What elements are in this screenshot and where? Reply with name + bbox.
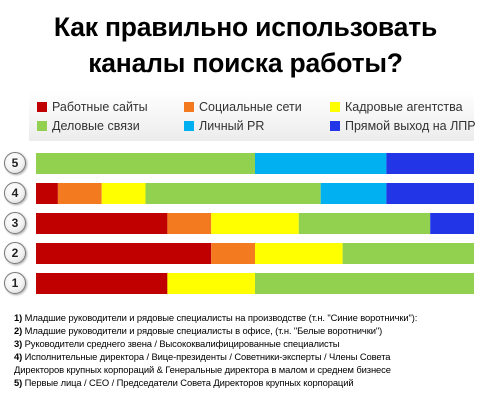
- footnote-number: 4): [14, 350, 23, 362]
- footnote-text: Младшие руководители и рядовые специалис…: [22, 324, 383, 336]
- footnote-4: 4) Исполнительные директора / Вице-прези…: [14, 351, 486, 364]
- footnote-4-continued: Директоров крупных корпораций & Генераль…: [14, 364, 486, 377]
- footnote-2: 2) Младшие руководители и рядовые специа…: [14, 325, 486, 338]
- legend-swatch: [37, 121, 47, 131]
- legend-item-business-connections: Деловые связи: [37, 118, 140, 134]
- legend-swatch: [330, 102, 340, 112]
- footnote-number: 3): [14, 337, 23, 349]
- footnote-1: 1) Младшие руководители и рядовые специа…: [14, 312, 486, 325]
- category-label-3: 3: [4, 212, 26, 234]
- legend-label: Деловые связи: [52, 119, 140, 133]
- bar-segment-5-direct-approach: [386, 153, 474, 174]
- bar-segment-2-business-connections: [342, 243, 474, 264]
- legend-label: Социальные сети: [199, 100, 302, 114]
- legend-item-personal-pr: Личный PR: [184, 118, 264, 134]
- bar-segment-3-social-networks: [167, 213, 212, 234]
- footnote-number: 2): [14, 324, 23, 336]
- bar-segment-2-job-sites: [36, 243, 212, 264]
- legend-item-recruiting-agencies: Кадровые агентства: [330, 99, 463, 115]
- bar-segment-4-business-connections: [145, 183, 321, 204]
- bar-segment-5-personal-pr: [255, 153, 387, 174]
- footnote-text: Руководители среднего звена / Высококвал…: [22, 337, 340, 349]
- footnote-text: Младшие руководители и рядовые специалис…: [22, 312, 418, 323]
- category-label-1: 1: [4, 272, 26, 294]
- bar-segment-5-business-connections: [36, 153, 255, 174]
- legend-swatch: [184, 121, 194, 131]
- legend-item-social-networks: Социальные сети: [184, 99, 302, 115]
- footnote-text: Первые лица / CEO / Председатели Совета …: [22, 376, 354, 388]
- bar-segment-4-social-networks: [57, 183, 102, 204]
- legend: Работные сайты Социальные сети Кадровые …: [29, 91, 476, 141]
- bar-segment-1-job-sites: [36, 273, 168, 294]
- bar-segment-1-business-connections: [255, 273, 474, 294]
- legend-swatch: [330, 121, 340, 131]
- bar-segment-3-business-connections: [298, 213, 431, 234]
- legend-swatch: [184, 102, 194, 112]
- footnote-text: Директоров крупных корпораций & Генераль…: [14, 363, 391, 375]
- legend-item-direct-approach: Прямой выход на ЛПР: [330, 118, 476, 134]
- legend-label: Прямой выход на ЛПР: [345, 119, 476, 133]
- bar-segment-3-direct-approach: [430, 213, 474, 234]
- bar-segment-4-recruiting-agencies: [101, 183, 146, 204]
- category-label-4: 4: [4, 182, 26, 204]
- category-label-2: 2: [4, 242, 26, 264]
- footnote-number: 1): [14, 312, 23, 323]
- bar-segment-4-personal-pr: [320, 183, 387, 204]
- bar-segment-1-recruiting-agencies: [167, 273, 255, 294]
- chart-title-line-2: каналы поиска работы?: [88, 48, 403, 78]
- footnotes: 1) Младшие руководители и рядовые специа…: [14, 312, 486, 389]
- bar-segment-4-direct-approach: [386, 183, 474, 204]
- legend-item-job-sites: Работные сайты: [37, 99, 148, 115]
- footnote-text: Исполнительные директора / Вице-президен…: [22, 350, 391, 362]
- legend-label: Работные сайты: [52, 100, 148, 114]
- footnote-3: 3) Руководители среднего звена / Высокок…: [14, 338, 486, 351]
- footnote-5: 5) Первые лица / CEO / Председатели Сове…: [14, 377, 486, 390]
- bar-segment-3-job-sites: [36, 213, 168, 234]
- category-label-5: 5: [4, 152, 26, 174]
- bar-segment-3-recruiting-agencies: [211, 213, 299, 234]
- legend-label: Кадровые агентства: [345, 100, 463, 114]
- footnote-number: 5): [14, 376, 23, 388]
- legend-swatch: [37, 102, 47, 112]
- bar-segment-2-recruiting-agencies: [255, 243, 343, 264]
- bar-segment-4-job-sites: [36, 183, 58, 204]
- chart-title-line-1: Как правильно использовать: [53, 12, 438, 42]
- legend-label: Личный PR: [199, 119, 265, 133]
- bar-segment-2-social-networks: [211, 243, 255, 264]
